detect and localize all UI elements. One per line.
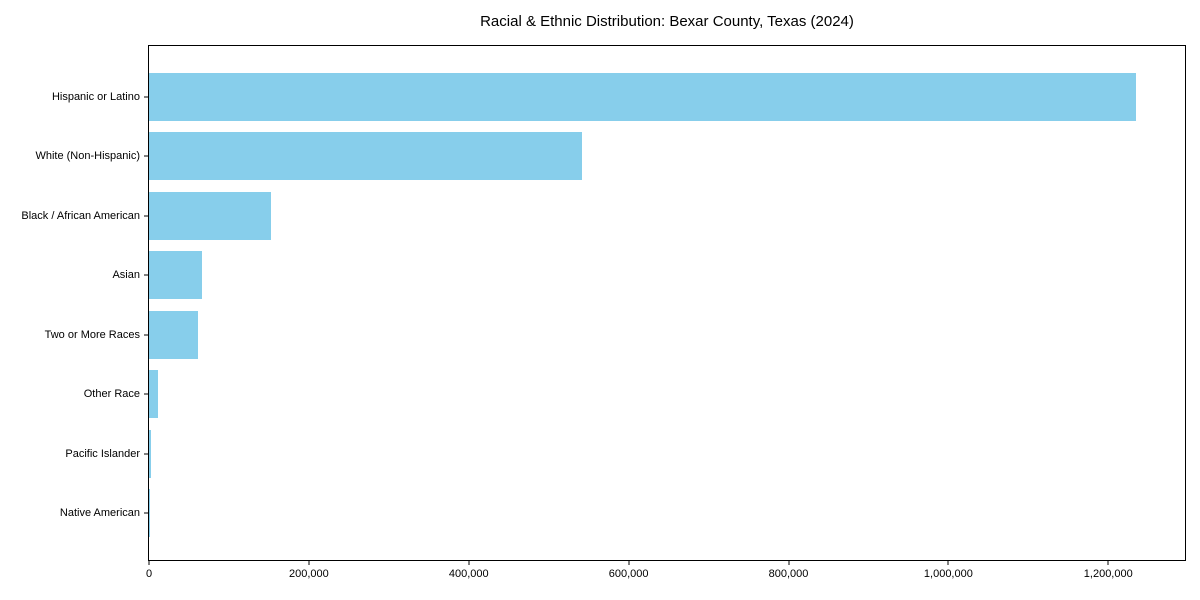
y-tick-mark bbox=[144, 274, 148, 276]
x-tick-label: 0 bbox=[145, 568, 153, 580]
bar-two-or-more-races bbox=[149, 310, 198, 359]
y-tick-label: Native American bbox=[59, 507, 140, 520]
y-tick-mark bbox=[144, 334, 148, 336]
bar-native-american bbox=[149, 489, 151, 538]
y-tick-label: Other Race bbox=[83, 388, 140, 401]
plot-area: Hispanic or Latino White (Non-Hispanic) Bl… bbox=[21, 45, 1186, 580]
x-tick-label: 400,000 bbox=[448, 568, 489, 580]
x-tick-mark bbox=[1107, 561, 1109, 565]
bar-black-african-american bbox=[149, 191, 271, 240]
y-tick-label: White (Non-Hispanic) bbox=[35, 150, 140, 163]
x-tick-label: 600,000 bbox=[608, 568, 649, 580]
y-tick-mark bbox=[144, 512, 148, 514]
bar-other-race bbox=[149, 370, 158, 419]
x-tick-label: 200,000 bbox=[288, 568, 329, 580]
y-tick-mark bbox=[144, 155, 148, 157]
x-tick-mark bbox=[308, 561, 310, 565]
bar-asian bbox=[149, 251, 202, 300]
y-tick-mark bbox=[144, 453, 148, 455]
bar-hispanic-or-latino bbox=[149, 73, 1137, 121]
y-tick-label: Hispanic or Latino bbox=[51, 91, 140, 103]
x-tick-mark bbox=[148, 561, 150, 565]
x-tick-label: 800,000 bbox=[768, 568, 809, 580]
x-tick-label: 1,000,000 bbox=[923, 568, 973, 580]
bar-white-non-hispanic bbox=[149, 132, 583, 181]
y-tick-label: Black / African American bbox=[21, 209, 140, 222]
x-tick-mark bbox=[788, 561, 789, 565]
y-tick-mark bbox=[144, 393, 148, 395]
y-tick-label: Two or More Races bbox=[44, 328, 140, 341]
y-tick-label: Asian bbox=[112, 269, 140, 282]
y-tick-mark bbox=[144, 215, 148, 217]
chart-title: Racial & Ethnic Distribution: Bexar Coun… bbox=[480, 13, 854, 30]
x-tick-label: 1,200,000 bbox=[1083, 568, 1133, 580]
bar-pacific-islander bbox=[149, 429, 151, 478]
x-tick-mark bbox=[947, 561, 949, 565]
y-tick-label: Pacific Islander bbox=[65, 447, 140, 460]
x-tick-mark bbox=[468, 561, 470, 565]
x-tick-mark bbox=[628, 561, 630, 565]
y-tick-mark bbox=[144, 96, 148, 98]
